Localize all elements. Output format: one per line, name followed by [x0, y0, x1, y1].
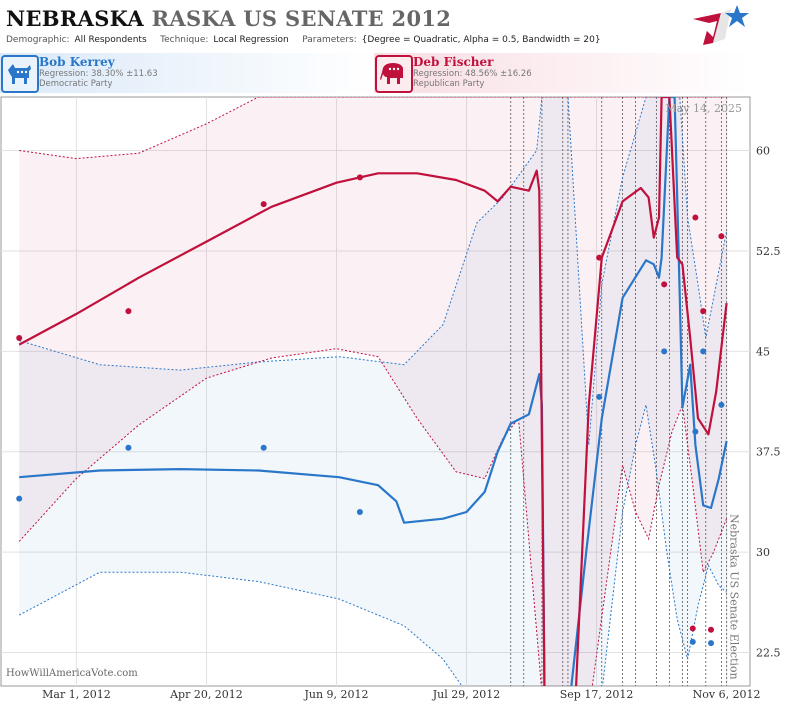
page-title: NEBRASKA RASKA US SENATE 2012 — [6, 6, 451, 31]
x-tick-label: Jul 29, 2012 — [432, 688, 501, 701]
band-lower-line — [18, 348, 728, 686]
poll-point — [707, 626, 714, 633]
plot-area — [16, 97, 728, 686]
candidate-card-kerrey: Bob Kerrey Regression: 38.30% ±11.63 Dem… — [0, 53, 374, 93]
poll-point — [125, 444, 132, 451]
poll-point — [689, 638, 696, 645]
confidence-band — [19, 97, 727, 686]
poll-point — [596, 254, 603, 261]
band-upper-line — [19, 97, 728, 446]
y-tick-label: 52.5 — [756, 245, 781, 258]
poll-point — [260, 444, 267, 451]
parameters-value: {Degree = Quadratic, Alpha = 0.5, Bandwi… — [361, 35, 601, 45]
x-axis: Mar 1, 2012 Apr 20, 2012 Jun 9, 2012 Jul 29… — [42, 688, 760, 701]
candidate-party: Democratic Party — [39, 79, 113, 89]
demographic-label: Demographic: — [6, 35, 70, 45]
poll-point — [16, 334, 23, 341]
technique-value: Local Regression — [213, 35, 289, 45]
x-tick-label: Jun 9, 2012 — [303, 688, 368, 701]
poll-point — [718, 401, 725, 408]
elephant-icon — [380, 63, 403, 84]
poll-point — [692, 214, 699, 221]
parameters-line: Demographic: All Respondents Technique: … — [6, 35, 603, 45]
band-upper-line — [19, 97, 727, 160]
candidate-name: Bob Kerrey — [39, 55, 115, 69]
x-tick-label: Mar 1, 2012 — [42, 688, 111, 701]
trend-line — [18, 97, 728, 686]
poll-point — [700, 308, 707, 315]
plot-frame — [0, 96, 751, 687]
title-race: RASKA US SENATE 2012 — [151, 6, 452, 31]
parameters-label: Parameters: — [302, 35, 357, 45]
candidate-regression: Regression: 38.30% ±11.63 — [39, 69, 158, 79]
x-tick-label: Apr 20, 2012 — [169, 688, 243, 701]
y-tick-label: 37.5 — [756, 446, 781, 459]
poll-point — [689, 625, 696, 632]
poll-point — [707, 640, 714, 647]
source-watermark: HowWillAmericaVote.com — [6, 668, 138, 679]
poll-chart: 22.5 30 37.5 45 52.5 60 Mar 1, 2012 Apr 20, 201… — [0, 96, 781, 701]
party-badge-democratic — [1, 55, 39, 93]
candidate-name: Deb Fischer — [413, 55, 494, 69]
poll-point — [260, 201, 267, 208]
y-tick-label: 30 — [756, 546, 770, 559]
y-axis: 22.5 30 37.5 45 52.5 60 — [756, 145, 781, 660]
party-badge-republican — [375, 55, 413, 93]
poll-point — [356, 174, 363, 181]
y-tick-label: 22.5 — [756, 647, 781, 660]
title-state: NEBRASKA — [6, 6, 144, 31]
candidate-legend: Bob Kerrey Regression: 38.30% ±11.63 Dem… — [0, 53, 789, 93]
date-annotation: May 14, 2025 — [665, 102, 742, 115]
poll-point — [596, 393, 603, 400]
technique-label: Technique: — [160, 35, 209, 45]
poll-point — [356, 508, 363, 515]
trend-line — [19, 97, 728, 686]
confidence-band — [19, 97, 727, 686]
candidate-party: Republican Party — [413, 79, 485, 89]
gridlines — [1, 97, 750, 686]
poll-point — [125, 308, 132, 315]
site-logo-icon — [693, 5, 749, 45]
candidate-regression: Regression: 48.56% ±16.26 — [413, 69, 532, 79]
poll-point — [661, 348, 668, 355]
x-tick-label: Nov 6, 2012 — [693, 688, 761, 701]
y-tick-label: 45 — [756, 345, 770, 358]
poll-point — [718, 233, 725, 240]
demographic-value: All Respondents — [74, 35, 147, 45]
poll-point — [700, 348, 707, 355]
election-label: Nebraska US Senate Election — [728, 514, 741, 680]
y-tick-label: 60 — [756, 145, 770, 158]
poll-point — [16, 495, 23, 502]
x-tick-label: Sep 17, 2012 — [560, 688, 634, 701]
header: NEBRASKA RASKA US SENATE 2012 Demographi… — [0, 0, 789, 50]
candidate-card-fischer: Deb Fischer Regression: 48.56% ±16.26 Re… — [374, 53, 748, 93]
poll-point — [661, 281, 668, 288]
donkey-icon — [8, 64, 31, 84]
band-lower-line — [18, 404, 727, 686]
poll-point — [692, 428, 699, 435]
